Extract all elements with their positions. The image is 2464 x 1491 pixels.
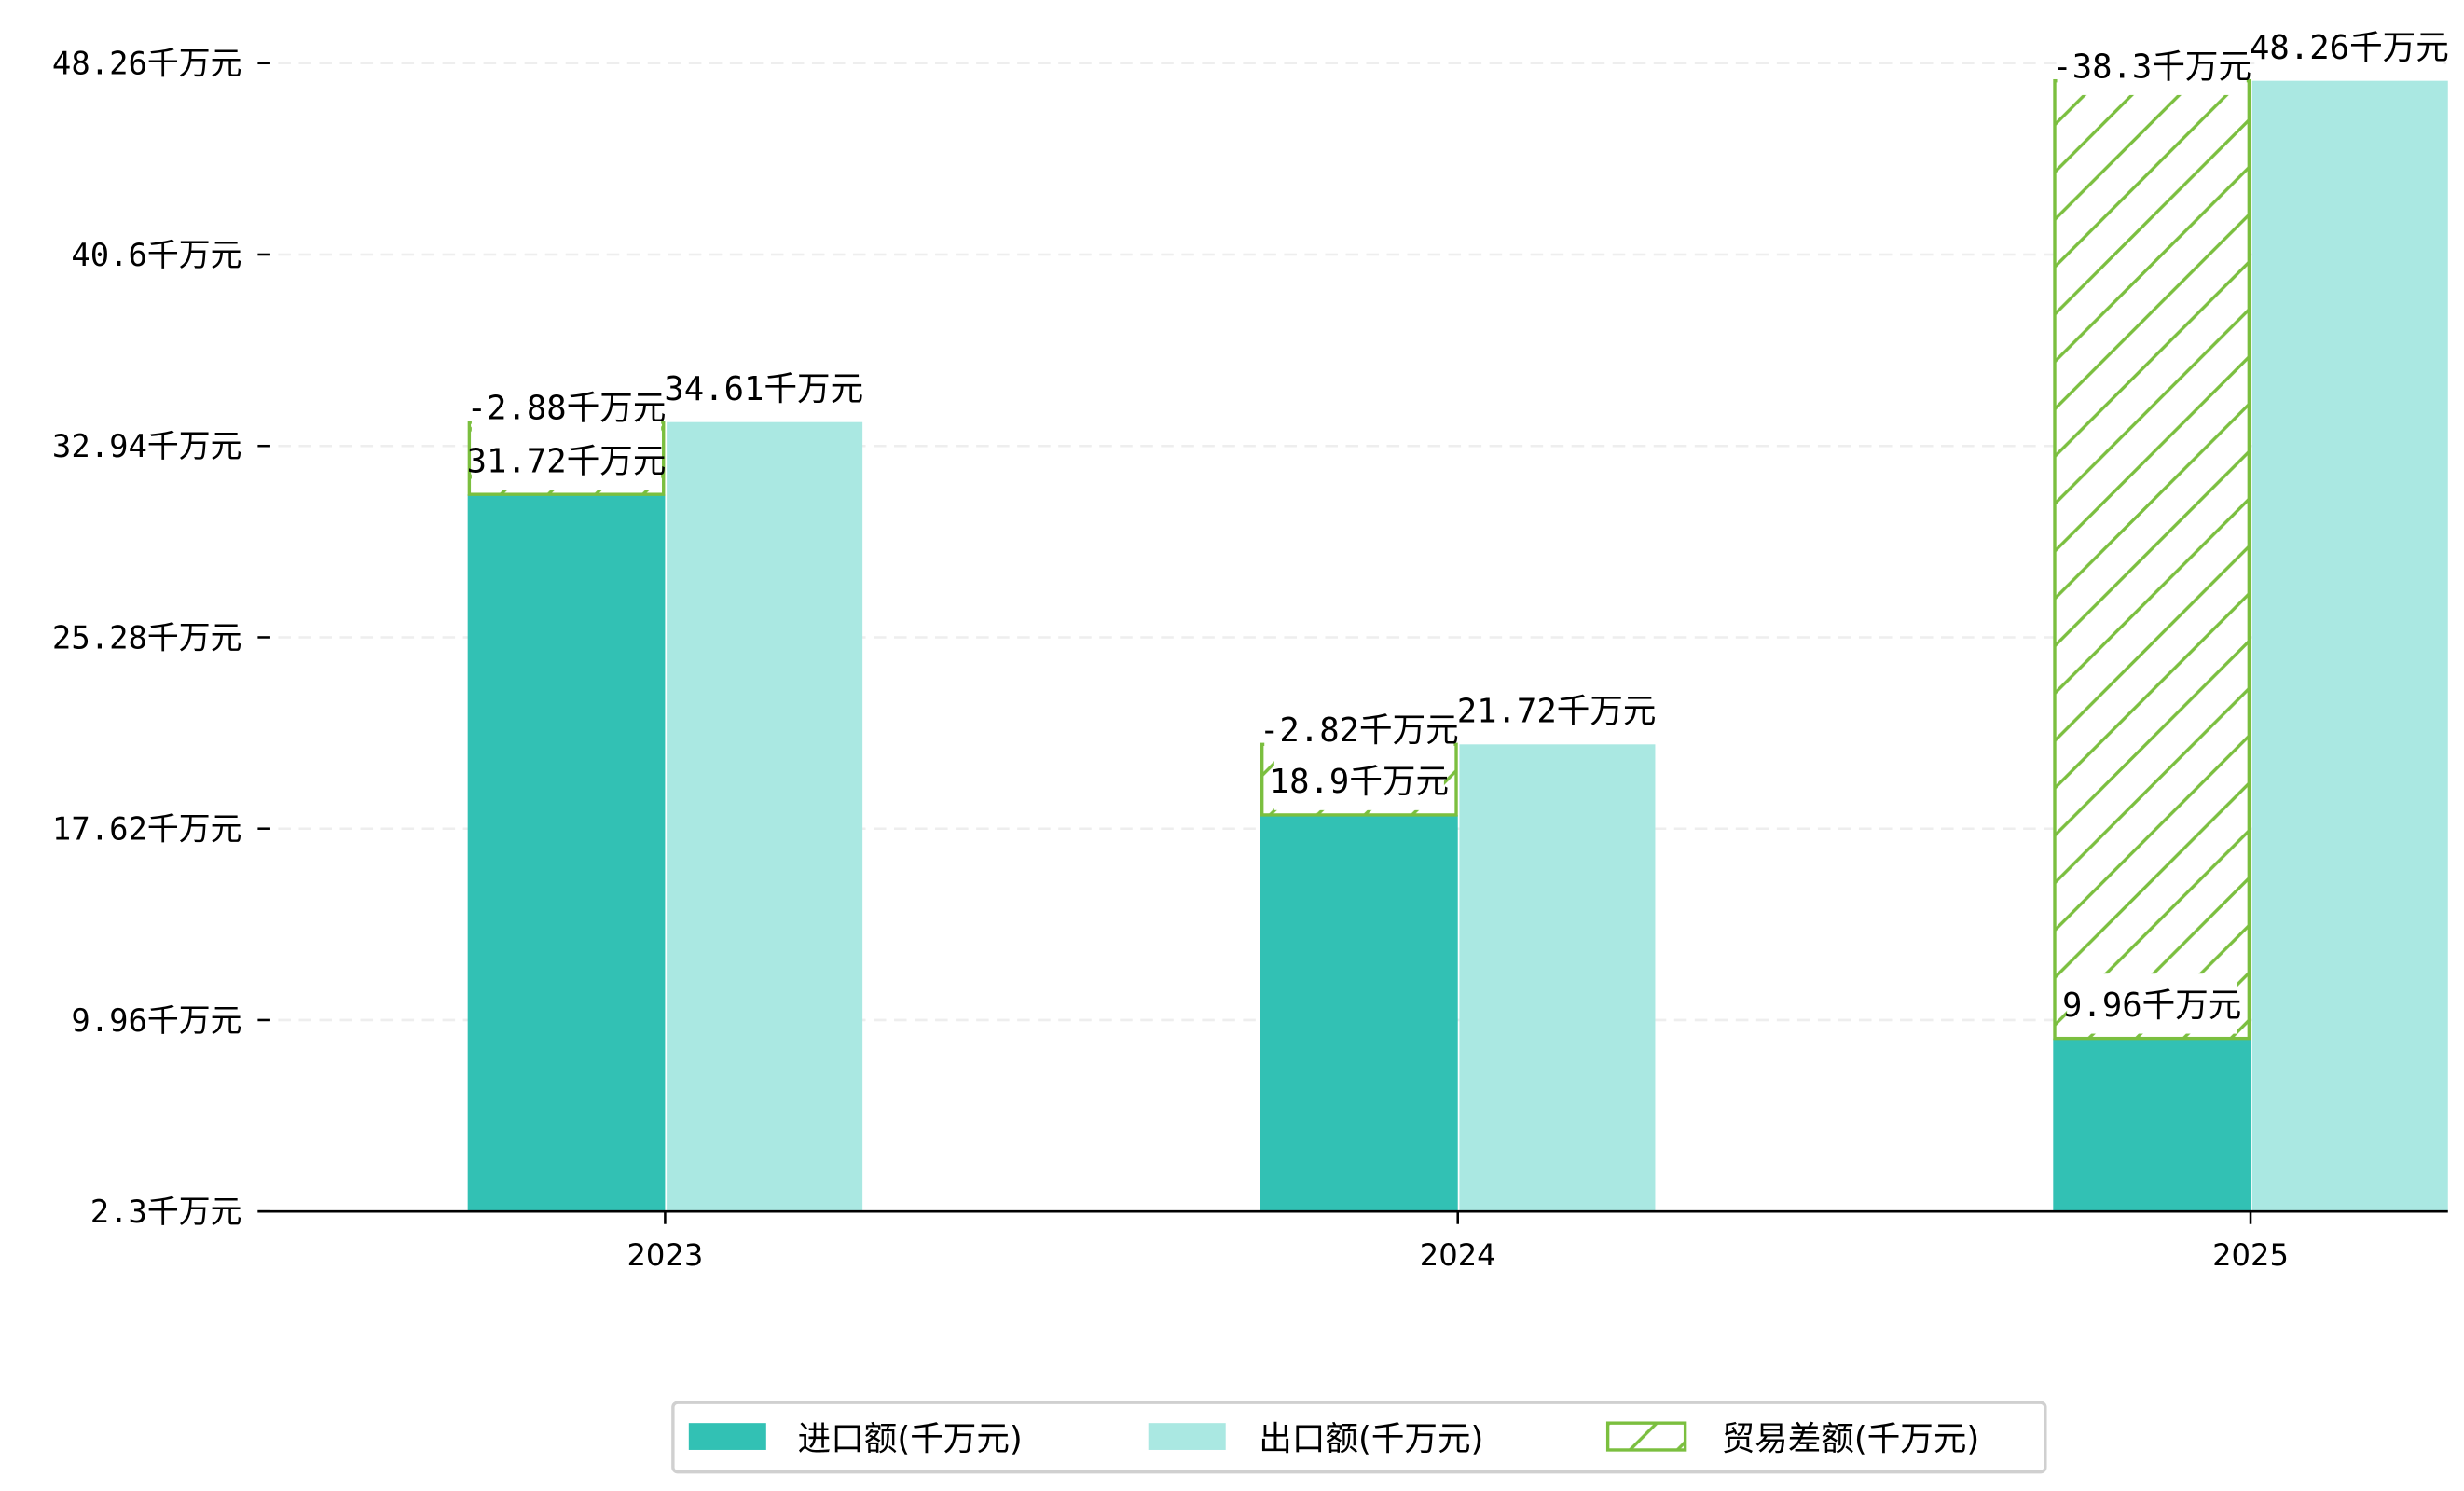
y-axis: 2.3千万元 9.96千万元 17.62千万元 25.28千万元 32.94千万元 40.…	[52, 46, 270, 1230]
data-label: -2.82千万元	[1260, 711, 1459, 750]
data-label-background	[471, 376, 662, 437]
data-label: 48.26千万元	[2250, 29, 2449, 67]
legend-label-balance: 贸易差额(千万元)	[1722, 1420, 1980, 1458]
legend-swatch-balance	[1605, 1421, 1687, 1452]
data-label-background	[1273, 750, 1444, 810]
data-label-background	[668, 357, 859, 418]
y-tick-label: 25.28千万元	[52, 619, 242, 656]
y-tick-label: 48.26千万元	[52, 46, 242, 82]
balance-bar	[2053, 78, 2251, 1041]
y-tick-label: 17.62千万元	[52, 811, 242, 848]
data-labels: 34.61千万元-2.88千万元 31.72千万元 21.72千万元-2.82千万元…	[467, 16, 2449, 1034]
bars	[467, 78, 2448, 1212]
import-bar	[2053, 1038, 2251, 1212]
x-axis: 2023 2024 2025	[626, 1211, 2289, 1273]
data-label-background	[1264, 698, 1454, 759]
import-bar	[467, 494, 666, 1212]
y-tick-label: 32.94千万元	[52, 428, 242, 464]
y-tick-label: 40.6千万元	[71, 237, 241, 273]
y-tick-label: 2.3千万元	[90, 1194, 242, 1230]
data-label: -38.3千万元	[2052, 48, 2251, 86]
data-label: -2.88千万元	[467, 390, 667, 428]
y-tick-label: 9.96千万元	[71, 1002, 241, 1039]
legend-swatch-import	[688, 1423, 766, 1450]
export-bar	[667, 421, 863, 1212]
data-label: 9.96千万元	[2062, 987, 2241, 1025]
data-label-background	[471, 429, 662, 490]
x-tick-label: 2024	[1420, 1237, 1496, 1273]
data-label: 31.72千万元	[467, 442, 667, 480]
legend-swatch-export	[1148, 1423, 1226, 1450]
data-label: 18.9千万元	[1270, 763, 1449, 801]
data-label-background	[2057, 35, 2247, 95]
legend: 进口额(千万元) 出口额(千万元) 贸易差额(千万元)	[671, 1401, 2047, 1474]
data-label-background	[2254, 16, 2444, 76]
data-label-background	[2067, 973, 2237, 1034]
export-bar	[2251, 80, 2448, 1212]
legend-label-export: 出口额(千万元)	[1259, 1420, 1483, 1458]
data-label-background	[1461, 679, 1652, 740]
x-tick-label: 2023	[626, 1237, 703, 1273]
data-label: 21.72千万元	[1457, 693, 1657, 731]
export-bar	[1459, 744, 1656, 1212]
legend-label-import: 进口额(千万元)	[798, 1420, 1023, 1458]
data-label: 34.61千万元	[664, 370, 863, 408]
import-bar	[1260, 814, 1458, 1212]
x-tick-label: 2025	[2212, 1237, 2289, 1273]
